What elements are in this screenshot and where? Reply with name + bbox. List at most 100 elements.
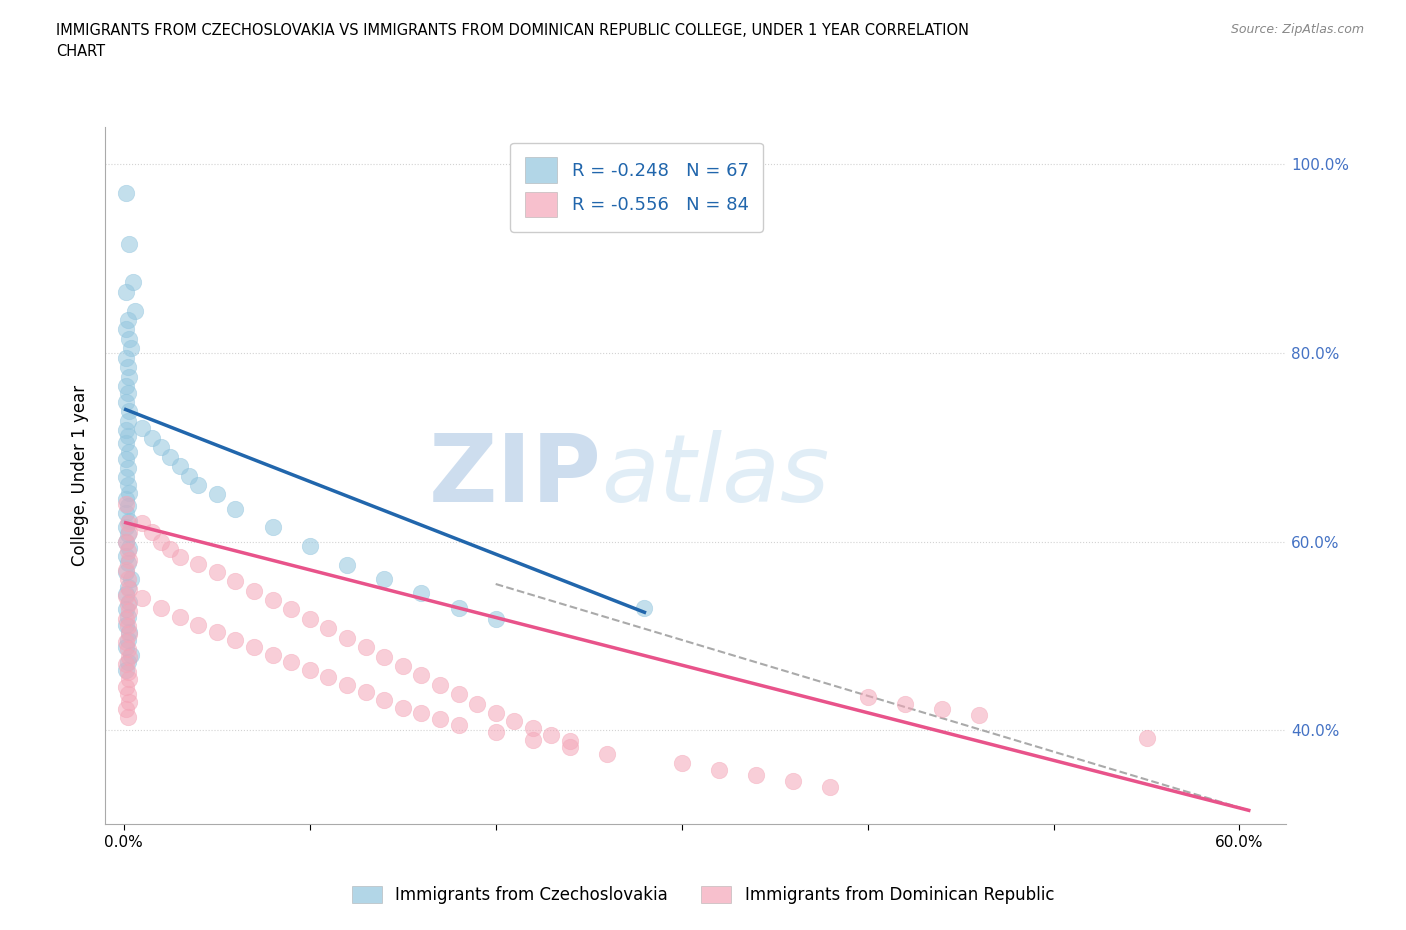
Point <box>558 739 581 754</box>
Point <box>117 609 139 624</box>
Point <box>118 604 141 618</box>
Point <box>114 185 136 200</box>
Point <box>118 625 141 640</box>
Point <box>118 627 141 642</box>
Point <box>114 379 136 393</box>
Point <box>114 470 136 485</box>
Point <box>205 565 228 579</box>
Point <box>262 647 284 662</box>
Point <box>205 625 228 640</box>
Point <box>485 724 508 739</box>
Point <box>354 685 377 700</box>
Point <box>522 721 544 736</box>
Point <box>411 586 433 601</box>
Y-axis label: College, Under 1 year: College, Under 1 year <box>72 385 89 566</box>
Point <box>141 431 163 445</box>
Point <box>782 774 804 789</box>
Point <box>114 587 136 602</box>
Point <box>117 526 139 541</box>
Point <box>114 351 136 365</box>
Point <box>117 655 139 670</box>
Point <box>114 640 136 655</box>
Point <box>856 690 879 705</box>
Point <box>354 640 377 655</box>
Point <box>117 556 139 571</box>
Point <box>522 732 544 747</box>
Point <box>429 677 451 692</box>
Point <box>114 549 136 564</box>
Point <box>114 423 136 438</box>
Point <box>114 702 136 717</box>
Point <box>117 632 139 647</box>
Point <box>117 543 139 558</box>
Point <box>117 572 139 587</box>
Point <box>117 414 139 429</box>
Point <box>114 451 136 466</box>
Point <box>820 779 842 794</box>
Point <box>118 369 141 384</box>
Point <box>114 657 136 671</box>
Point <box>745 768 768 783</box>
Point <box>262 520 284 535</box>
Text: Source: ZipAtlas.com: Source: ZipAtlas.com <box>1230 23 1364 36</box>
Point <box>707 763 730 777</box>
Point <box>114 520 136 535</box>
Point <box>187 557 209 572</box>
Point <box>118 513 141 528</box>
Point <box>596 746 619 761</box>
Point <box>117 460 139 475</box>
Point <box>411 668 433 683</box>
Point <box>298 538 321 553</box>
Point <box>114 662 136 677</box>
Point <box>114 563 136 578</box>
Point <box>150 534 173 549</box>
Point <box>118 695 141 710</box>
Point <box>118 525 141 539</box>
Point <box>187 477 209 492</box>
Point <box>465 697 488 711</box>
Point <box>280 655 302 670</box>
Point <box>117 515 139 530</box>
Point <box>243 583 266 598</box>
Point <box>117 477 139 492</box>
Point <box>894 697 917 711</box>
Point <box>671 756 693 771</box>
Point <box>169 458 191 473</box>
Point <box>298 611 321 626</box>
Point <box>114 534 136 549</box>
Point <box>114 497 136 512</box>
Point <box>243 640 266 655</box>
Point <box>298 662 321 677</box>
Point <box>429 711 451 726</box>
Text: atlas: atlas <box>602 430 830 521</box>
Point <box>117 312 139 327</box>
Point <box>118 331 141 346</box>
Point <box>114 589 136 604</box>
Point <box>117 596 139 611</box>
Point <box>118 553 141 568</box>
Point <box>131 515 153 530</box>
Point <box>117 642 139 657</box>
Point <box>117 385 139 400</box>
Point <box>373 693 395 708</box>
Point <box>114 492 136 507</box>
Point <box>141 525 163 539</box>
Point <box>224 501 246 516</box>
Point <box>118 649 141 664</box>
Point <box>150 600 173 615</box>
Point <box>118 404 141 418</box>
Point <box>114 602 136 617</box>
Point <box>411 706 433 721</box>
Point <box>336 631 359 645</box>
Point <box>118 594 141 609</box>
Point <box>114 285 136 299</box>
Point <box>447 600 470 615</box>
Legend: Immigrants from Czechoslovakia, Immigrants from Dominican Republic: Immigrants from Czechoslovakia, Immigran… <box>343 878 1063 912</box>
Point <box>114 611 136 626</box>
Point <box>391 700 413 715</box>
Point <box>373 572 395 587</box>
Point <box>373 649 395 664</box>
Point <box>122 274 145 289</box>
Point <box>117 687 139 702</box>
Point <box>262 592 284 607</box>
